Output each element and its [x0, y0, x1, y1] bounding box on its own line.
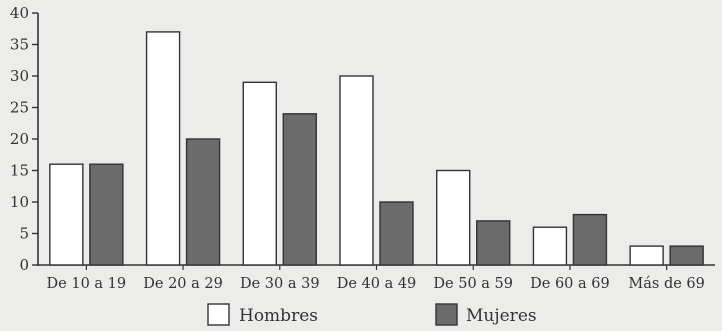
bar-hombres [629, 245, 664, 266]
x-category-label: De 40 a 49 [337, 276, 417, 292]
bar-mujeres [282, 113, 317, 266]
y-tick-label: 30 [10, 67, 29, 85]
bar-hombres [242, 81, 277, 266]
y-tick-label: 40 [10, 4, 29, 22]
y-tick-label: 10 [10, 193, 29, 211]
legend: Hombres Mujeres [207, 303, 537, 326]
x-category-label: De 60 a 69 [530, 276, 610, 292]
bar-mujeres [669, 245, 704, 266]
bar-hombres [145, 31, 181, 266]
bar-mujeres [476, 220, 511, 266]
y-tick-label: 0 [19, 256, 29, 274]
x-category-label: De 30 a 39 [240, 276, 320, 292]
bar-hombres [532, 226, 568, 266]
y-tick-label: 5 [19, 225, 29, 243]
y-tick-label: 35 [10, 36, 29, 54]
bar-hombres [339, 75, 374, 266]
axis-labels: 0 5 10 15 20 25 30 35 40 De 10 a 19 De 20 a 29 De 3… [10, 4, 705, 292]
legend-label-mujeres: Mujeres [466, 306, 537, 326]
y-tick-label: 20 [10, 130, 29, 148]
y-tick-label: 25 [10, 99, 29, 117]
x-category-label: De 20 a 29 [143, 276, 223, 292]
bar-hombres [49, 163, 84, 266]
x-category-label: De 10 a 19 [47, 276, 127, 292]
legend-swatch-mujeres [435, 303, 458, 326]
bar-hombres [436, 169, 471, 266]
bar-mujeres [572, 213, 608, 266]
bar-mujeres [185, 138, 221, 266]
legend-swatch-hombres [207, 303, 230, 326]
bar-mujeres [379, 201, 414, 266]
y-tick-label: 15 [10, 162, 29, 180]
x-category-label: De 50 a 59 [433, 276, 513, 292]
legend-label-hombres: Hombres [239, 306, 318, 326]
bar-mujeres [89, 163, 124, 266]
x-category-label: Más de 69 [628, 276, 704, 292]
bars [49, 31, 704, 266]
